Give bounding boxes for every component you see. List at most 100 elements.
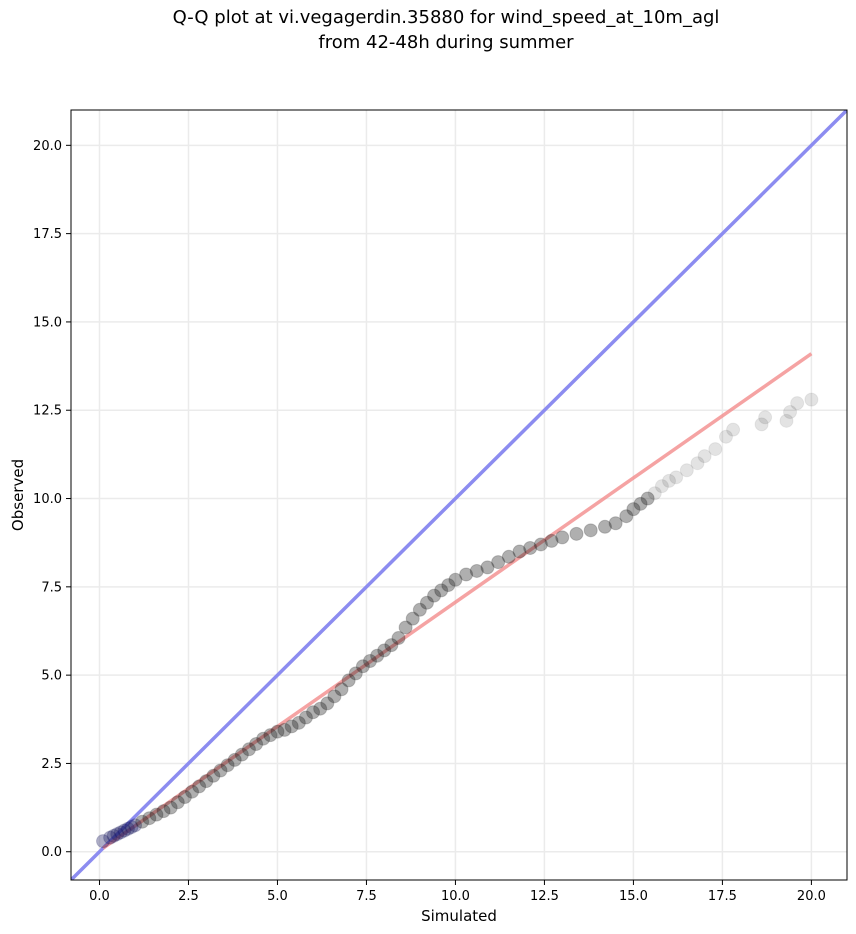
data-point [501,549,516,564]
data-point [754,417,769,432]
y-tick-label: 2.5 [41,757,62,772]
data-point [427,588,442,603]
x-tick-label: 0.0 [89,889,110,904]
y-axis-label: Observed [9,459,27,531]
data-point [227,752,242,767]
data-point [220,758,235,773]
data-point [192,779,207,794]
data-point [270,724,285,739]
data-point [370,648,385,663]
data-point [320,696,335,711]
data-point [103,830,118,845]
data-point [790,396,805,411]
data-point [583,523,598,538]
data-point [163,800,178,815]
x-tick-label: 15.0 [619,889,648,904]
reference-line [71,110,847,880]
data-point [533,537,548,552]
data-point [363,654,378,669]
grid [71,110,847,880]
data-point [249,737,264,752]
data-point [480,560,495,575]
data-point [213,763,228,778]
y-tick-label: 7.5 [41,580,62,595]
data-point [284,719,299,734]
data-point [206,768,221,783]
data-point [199,774,214,789]
data-point [779,413,794,428]
data-point [441,578,456,593]
data-point [569,526,584,541]
data-point [633,496,648,511]
data-point [313,701,328,716]
data-point [120,821,135,836]
data-point [291,715,306,730]
data-point [391,631,406,646]
chart-title-line-1: Q-Q plot at vi.vegagerdin.35880 for wind… [173,7,720,28]
data-point [448,572,463,587]
data-point [377,643,392,658]
data-point [170,795,185,810]
x-tick-label: 17.5 [708,889,737,904]
data-point [149,807,164,822]
data-point [298,710,313,725]
data-point [263,728,278,743]
data-point [106,828,121,843]
y-tick-label: 15.0 [33,315,62,330]
x-axis-ticks: 0.0 2.5 5.0 7.5 10.0 12.5 15.0 17.5 20.0 [89,880,826,904]
data-point [128,818,143,833]
y-tick-label: 5.0 [41,669,62,684]
y-axis-ticks: 0.0 2.5 5.0 7.5 10.0 12.5 15.0 17.5 20.0 [33,139,71,860]
data-point [758,410,773,425]
data-point [619,509,634,524]
data-point [708,442,723,457]
x-tick-label: 2.5 [178,889,199,904]
data-point [608,516,623,531]
data-point [234,747,249,762]
data-point [327,689,342,704]
data-point [156,804,171,819]
data-point [640,491,655,506]
data-point [512,544,527,559]
data-point [355,659,370,674]
data-point [348,666,363,681]
data-point [434,583,449,598]
data-point [256,731,271,746]
chart-title-line-2: from 42-48h during summer [318,32,574,53]
data-point [654,479,669,494]
data-point [398,620,413,635]
data-point [555,530,570,545]
data-point [185,784,200,799]
x-tick-label: 20.0 [797,889,826,904]
x-tick-label: 10.0 [441,889,470,904]
data-point [110,827,125,842]
x-tick-label: 7.5 [356,889,377,904]
data-point [419,595,434,610]
data-point [96,834,111,849]
data-point [177,789,192,804]
data-point [412,602,427,617]
data-point [459,567,474,582]
y-tick-label: 17.5 [33,227,62,242]
data-point [405,611,420,626]
identity-reference-line [71,110,847,880]
data-point [469,563,484,578]
x-tick-label: 5.0 [267,889,288,904]
x-tick-label: 12.5 [530,889,559,904]
data-point [726,422,741,437]
y-tick-label: 10.0 [33,492,62,507]
data-point [679,463,694,478]
data-point [597,519,612,534]
data-point [306,705,321,720]
data-point [341,673,356,688]
data-point [334,682,349,697]
data-point [626,502,641,517]
data-point [783,404,798,419]
y-tick-label: 20.0 [33,139,62,154]
plot-area-frame [70,109,848,881]
data-point [662,473,677,488]
scatter-points [96,392,819,849]
data-point [277,722,292,737]
data-point [697,449,712,464]
